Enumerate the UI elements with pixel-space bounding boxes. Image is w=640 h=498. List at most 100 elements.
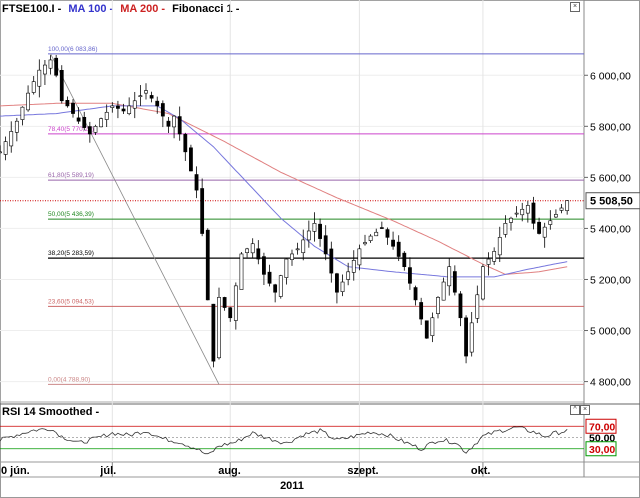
candle-body[interactable] [14, 120, 19, 133]
candle-body[interactable] [71, 102, 75, 114]
close-pane-icon[interactable]: × [570, 2, 580, 12]
candle-body[interactable] [413, 287, 418, 301]
candle-body[interactable] [127, 105, 132, 114]
candle-body[interactable] [3, 141, 8, 155]
candle-body[interactable] [160, 103, 165, 117]
candle-body[interactable] [464, 317, 468, 357]
candle-body[interactable] [368, 235, 373, 241]
candle-body[interactable] [424, 320, 429, 339]
candle-body[interactable] [290, 253, 294, 260]
candle-body[interactable] [149, 95, 154, 99]
candle-body[interactable] [250, 243, 255, 254]
candle-body[interactable] [559, 207, 564, 211]
candle-body[interactable] [503, 223, 508, 235]
candle-body[interactable] [318, 223, 322, 239]
candle-body[interactable] [554, 214, 558, 218]
candle-body[interactable] [340, 281, 345, 292]
candle-body[interactable] [486, 258, 491, 265]
candle-body[interactable] [306, 230, 311, 241]
candle-body[interactable] [110, 105, 115, 108]
candle-body[interactable] [211, 303, 216, 362]
candle-body[interactable] [351, 260, 356, 273]
candle-body[interactable] [278, 275, 283, 297]
candle-body[interactable] [363, 242, 367, 245]
candle-body[interactable] [520, 208, 525, 216]
candle-body[interactable] [54, 57, 59, 76]
candle-body[interactable] [245, 248, 249, 253]
candle-body[interactable] [469, 322, 474, 353]
candle-body[interactable] [396, 241, 401, 257]
candle-body[interactable] [267, 271, 272, 284]
candle-body[interactable] [99, 118, 103, 128]
candle-body[interactable] [172, 115, 176, 128]
candle-body[interactable] [59, 70, 64, 102]
candle-body[interactable] [233, 285, 238, 321]
candle-body[interactable] [441, 281, 446, 301]
candle-body[interactable] [43, 64, 47, 75]
candle-body[interactable] [301, 239, 306, 254]
candle-body[interactable] [391, 239, 395, 247]
rsi-collapse-icon[interactable]: ^ [570, 405, 580, 415]
candle-body[interactable] [447, 266, 452, 287]
candle-body[interactable] [430, 317, 435, 337]
candle-body[interactable] [93, 126, 98, 133]
candle-body[interactable] [385, 229, 390, 238]
candle-body[interactable] [200, 188, 205, 234]
candle-body[interactable] [475, 294, 480, 319]
candle-body[interactable] [20, 106, 25, 120]
candle-body[interactable] [565, 200, 570, 211]
candle-body[interactable] [525, 205, 530, 214]
candle-body[interactable] [222, 297, 227, 308]
candle-body[interactable] [0, 151, 2, 154]
candle-body[interactable] [542, 226, 547, 238]
candle-body[interactable] [194, 174, 199, 191]
candle-body[interactable] [481, 266, 485, 300]
candle-body[interactable] [548, 220, 553, 225]
candle-body[interactable] [87, 126, 92, 135]
candle-body[interactable] [256, 248, 261, 260]
candle-body[interactable] [335, 273, 339, 293]
candle-body[interactable] [177, 116, 182, 135]
candle-body[interactable] [357, 248, 362, 266]
candle-body[interactable] [48, 59, 53, 69]
candle-body[interactable] [419, 302, 424, 320]
candle-body[interactable] [144, 90, 148, 94]
candle-body[interactable] [295, 248, 300, 251]
candle-body[interactable] [76, 117, 81, 122]
fibonacci-label[interactable]: Fibonacci 1 - [172, 3, 240, 15]
candle-body[interactable] [183, 133, 188, 153]
candle-body[interactable] [537, 221, 541, 234]
candle-body[interactable] [217, 297, 221, 359]
candle-body[interactable] [121, 108, 126, 112]
candle-body[interactable] [239, 253, 244, 290]
rsi-close-icon[interactable]: × [580, 405, 590, 415]
candle-body[interactable] [284, 258, 289, 278]
candle-body[interactable] [155, 100, 160, 107]
candle-body[interactable] [374, 231, 379, 237]
candle-body[interactable] [166, 120, 171, 127]
candle-body[interactable] [138, 95, 143, 97]
candle-body[interactable] [458, 293, 463, 319]
candle-body[interactable] [452, 271, 457, 293]
ma200-label[interactable]: MA 200 - [120, 3, 166, 15]
candle-body[interactable] [132, 100, 137, 109]
symbol-label[interactable]: FTSE100.I - [2, 3, 62, 15]
candle-body[interactable] [205, 229, 210, 301]
candle-body[interactable] [408, 267, 412, 284]
candle-body[interactable] [346, 271, 351, 280]
candle-body[interactable] [402, 252, 407, 268]
candle-body[interactable] [262, 256, 266, 275]
candle-body[interactable] [273, 284, 278, 293]
candle-body[interactable] [497, 237, 502, 256]
candle-body[interactable] [189, 147, 193, 172]
candle-body[interactable] [329, 248, 334, 274]
candle-body[interactable] [26, 92, 30, 111]
candle-body[interactable] [9, 131, 14, 147]
candle-body[interactable] [31, 81, 36, 93]
candle-body[interactable] [379, 227, 384, 229]
candle-body[interactable] [531, 202, 536, 224]
candle-body[interactable] [509, 217, 513, 223]
ma100-label[interactable]: MA 100 - [68, 3, 114, 15]
candle-body[interactable] [514, 212, 519, 215]
